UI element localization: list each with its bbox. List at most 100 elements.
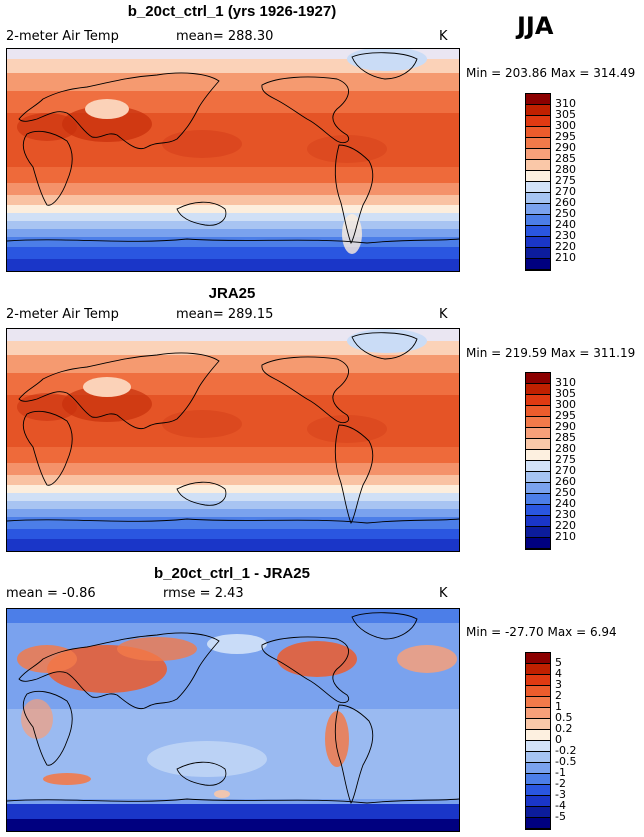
colorbar-tick-label: 305 <box>555 387 576 400</box>
colorbar-tick-label: -5 <box>555 810 566 823</box>
colorbar-tick-label: -2 <box>555 777 566 790</box>
panel3-rmse-label: rmse = 2.43 <box>163 586 244 601</box>
colorbar-segment <box>526 752 550 763</box>
colorbar-tick-label: 280 <box>555 442 576 455</box>
colorbar-segment <box>526 237 550 248</box>
colorbar-segment <box>526 538 550 549</box>
colorbar-tick-label: 305 <box>555 108 576 121</box>
colorbar-tick-label: 230 <box>555 508 576 521</box>
panel3-colorbar <box>525 652 551 830</box>
panel1-mean-label: mean= 288.30 <box>176 29 274 44</box>
colorbar-segment <box>526 774 550 785</box>
colorbar-segment <box>526 373 550 384</box>
colorbar-segment <box>526 494 550 505</box>
colorbar-tick-label: 285 <box>555 431 576 444</box>
panel2-colorbar <box>525 372 551 550</box>
colorbar-tick-label: 270 <box>555 185 576 198</box>
colorbar-tick-label: -4 <box>555 799 566 812</box>
panel3-mean-label: mean = -0.86 <box>6 586 96 601</box>
panel1-variable-label: 2-meter Air Temp <box>6 29 119 44</box>
colorbar-segment <box>526 472 550 483</box>
colorbar-segment <box>526 160 550 171</box>
colorbar-tick-label: 285 <box>555 152 576 165</box>
colorbar-tick-label: 220 <box>555 519 576 532</box>
colorbar-tick-label: 0.5 <box>555 711 573 724</box>
colorbar-tick-label: 0 <box>555 733 562 746</box>
colorbar-segment <box>526 708 550 719</box>
colorbar-tick-label: 1 <box>555 700 562 713</box>
panel3-title: b_20ct_ctrl_1 - JRA25 <box>154 565 310 582</box>
colorbar-segment <box>526 182 550 193</box>
panel2-variable-label: 2-meter Air Temp <box>6 307 119 322</box>
panel1-units-label: K <box>439 29 448 44</box>
colorbar-segment <box>526 417 550 428</box>
colorbar-segment <box>526 719 550 730</box>
colorbar-segment <box>526 439 550 450</box>
colorbar-tick-label: 275 <box>555 174 576 187</box>
colorbar-segment <box>526 450 550 461</box>
colorbar-segment <box>526 505 550 516</box>
colorbar-segment <box>526 215 550 226</box>
colorbar-segment <box>526 138 550 149</box>
colorbar-tick-label: 310 <box>555 97 576 110</box>
colorbar-tick-label: 290 <box>555 141 576 154</box>
colorbar-tick-label: -1 <box>555 766 566 779</box>
panel2-map <box>6 328 460 552</box>
season-label: JJA <box>517 12 554 40</box>
colorbar-tick-label: 210 <box>555 251 576 264</box>
colorbar-tick-label: 250 <box>555 207 576 220</box>
colorbar-tick-label: 4 <box>555 667 562 680</box>
colorbar-segment <box>526 763 550 774</box>
colorbar-segment <box>526 675 550 686</box>
colorbar-segment <box>526 483 550 494</box>
colorbar-segment <box>526 686 550 697</box>
panel3-minmax-label: Min = -27.70 Max = 6.94 <box>466 625 617 639</box>
colorbar-segment <box>526 818 550 829</box>
colorbar-tick-label: -0.5 <box>555 755 577 768</box>
colorbar-tick-label: 280 <box>555 163 576 176</box>
colorbar-tick-label: 300 <box>555 119 576 132</box>
colorbar-segment <box>526 226 550 237</box>
colorbar-segment <box>526 384 550 395</box>
colorbar-tick-label: 260 <box>555 196 576 209</box>
colorbar-tick-label: 3 <box>555 678 562 691</box>
colorbar-segment <box>526 785 550 796</box>
colorbar-segment <box>526 149 550 160</box>
colorbar-tick-label: 220 <box>555 240 576 253</box>
colorbar-segment <box>526 664 550 675</box>
colorbar-tick-label: 295 <box>555 130 576 143</box>
colorbar-segment <box>526 730 550 741</box>
colorbar-tick-label: 210 <box>555 530 576 543</box>
panel1-minmax-label: Min = 203.86 Max = 314.49 <box>466 66 636 80</box>
colorbar-segment <box>526 193 550 204</box>
colorbar-segment <box>526 395 550 406</box>
colorbar-segment <box>526 527 550 538</box>
panel3-map <box>6 608 460 832</box>
colorbar-segment <box>526 94 550 105</box>
panel2-units-label: K <box>439 307 448 322</box>
colorbar-segment <box>526 248 550 259</box>
colorbar-tick-label: 250 <box>555 486 576 499</box>
colorbar-tick-label: 260 <box>555 475 576 488</box>
colorbar-segment <box>526 406 550 417</box>
colorbar-segment <box>526 796 550 807</box>
colorbar-segment <box>526 171 550 182</box>
colorbar-segment <box>526 127 550 138</box>
colorbar-tick-label: 270 <box>555 464 576 477</box>
colorbar-tick-label: 5 <box>555 656 562 669</box>
colorbar-tick-label: -3 <box>555 788 566 801</box>
colorbar-tick-label: 295 <box>555 409 576 422</box>
panel2-title: JRA25 <box>208 285 256 302</box>
colorbar-segment <box>526 204 550 215</box>
colorbar-tick-label: 0.2 <box>555 722 573 735</box>
colorbar-segment <box>526 116 550 127</box>
colorbar-tick-label: 290 <box>555 420 576 433</box>
colorbar-segment <box>526 516 550 527</box>
colorbar-tick-label: 240 <box>555 218 576 231</box>
colorbar-tick-label: 300 <box>555 398 576 411</box>
colorbar-tick-label: 240 <box>555 497 576 510</box>
colorbar-segment <box>526 807 550 818</box>
colorbar-tick-label: -0.2 <box>555 744 577 757</box>
panel1-map <box>6 48 460 272</box>
colorbar-segment <box>526 461 550 472</box>
